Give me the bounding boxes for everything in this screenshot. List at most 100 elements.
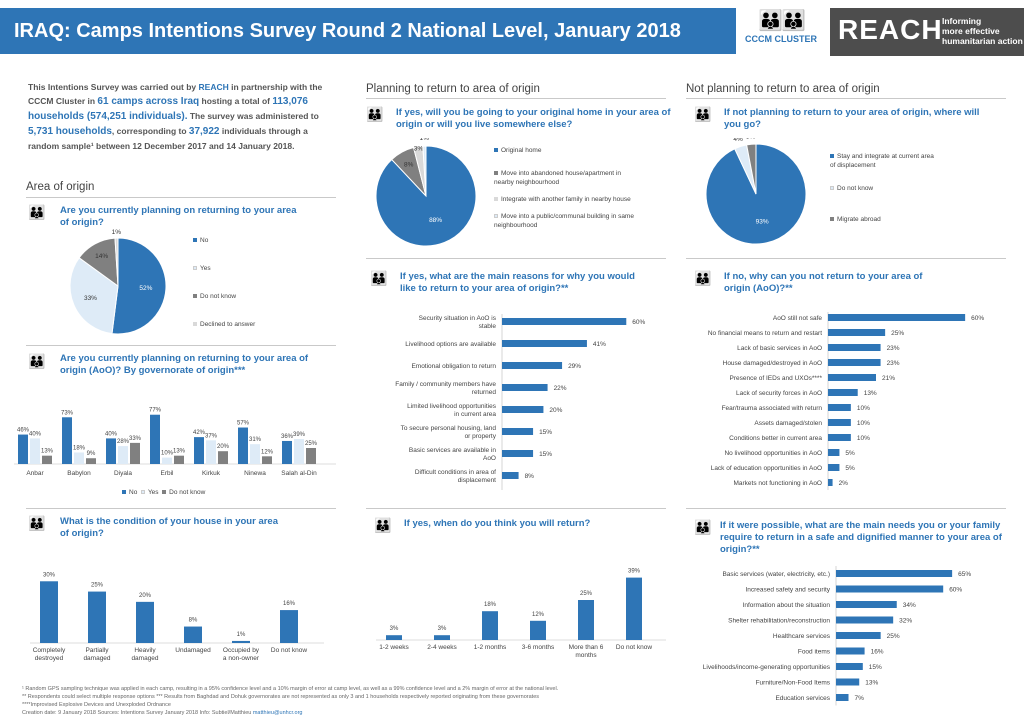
- legend-item: Integrate with another family in nearby …: [494, 195, 634, 204]
- tick-label: AoO still not safe: [773, 315, 823, 322]
- data-label: 8%: [189, 618, 198, 624]
- family-icon: 👪: [28, 353, 46, 369]
- question-governorate: Are you currently planning on returning …: [60, 353, 309, 376]
- bar: [280, 610, 298, 643]
- tick-label: 1-2 months: [474, 644, 507, 651]
- data-label: 15%: [869, 664, 882, 671]
- pie-chart-original-home: 88% 8% 3% 1%: [375, 138, 477, 247]
- tick-label: Completely destroyed: [33, 647, 66, 662]
- data-label: 12%: [532, 612, 545, 618]
- bar: [502, 472, 519, 479]
- tick-label: Food items: [798, 649, 831, 656]
- data-label: 14%: [95, 253, 108, 260]
- divider: [26, 508, 336, 509]
- bar: [828, 479, 833, 486]
- tick-label: 2-4 weeks: [427, 644, 457, 651]
- question-when-return: If yes, when do you think you will retur…: [404, 518, 591, 529]
- reach-tagline: Informing more effective humanitarian ac…: [942, 16, 1023, 46]
- tick-label: To secure personal housing, land or prope…: [401, 425, 497, 440]
- tagline-2: more effective: [942, 26, 1000, 36]
- bar-chart-reasons-return: 60% Security situation in AoO is stable 41%…: [395, 314, 646, 490]
- intro-sample-ind: 37,922: [188, 126, 220, 137]
- bar: [238, 427, 248, 464]
- pie-slice: [746, 143, 757, 195]
- data-label: 29%: [568, 363, 581, 370]
- data-label: 7%: [855, 695, 865, 702]
- bar: [828, 464, 840, 471]
- data-label: 60%: [971, 315, 984, 322]
- bar: [836, 678, 860, 686]
- bar: [836, 585, 944, 593]
- legend-item: No: [193, 236, 333, 245]
- data-label: 10%: [857, 405, 870, 412]
- tick-label: Basic services are available in AoO: [409, 447, 496, 462]
- data-label: 65%: [958, 571, 971, 578]
- family-icon: 👪: [28, 515, 46, 531]
- bar: [74, 452, 84, 464]
- bar: [828, 449, 840, 456]
- divider: [686, 98, 1006, 99]
- tick-label: Do not know: [616, 644, 652, 651]
- bar: [18, 434, 28, 464]
- tick-label: Fear/trauma associated with return: [722, 405, 823, 412]
- data-label: 41%: [593, 341, 606, 348]
- email-link[interactable]: matthieu@unhcr.org: [252, 710, 303, 716]
- cccm-logo: 👪👪 CCCM CLUSTER: [738, 8, 824, 58]
- pie-slice: [69, 257, 119, 335]
- footnote-line: ¹ Random GPS sampling technique was appl…: [22, 686, 559, 692]
- intro-p1: This Intentions Survey was carried out b…: [28, 82, 199, 92]
- tick-label: Presence of IEDs and UXOs****: [730, 375, 823, 382]
- data-label: 1%: [419, 138, 429, 142]
- pie-slice: [422, 145, 427, 197]
- data-label: 77%: [149, 408, 162, 414]
- data-label: 3%: [438, 626, 447, 632]
- bar: [502, 318, 627, 325]
- question-reasons-return: If yes, what are the main reasons for wh…: [400, 271, 635, 294]
- data-label: 37%: [205, 433, 218, 439]
- data-label: 13%: [865, 680, 878, 687]
- data-label: 60%: [632, 319, 645, 326]
- legend-planning-return: No Yes Do not know Declined to answer: [193, 236, 333, 329]
- intro-reach: REACH: [198, 82, 229, 92]
- bar: [828, 419, 851, 426]
- bar: [386, 635, 402, 640]
- legend-item: Do not know: [830, 184, 940, 193]
- data-label: 34%: [903, 602, 916, 609]
- tick-label: Limited livelihood opportunities in curre…: [407, 403, 497, 418]
- data-label: 33%: [84, 295, 97, 302]
- bar: [306, 448, 316, 464]
- bar-chart-needs: 65% Basic services (water, electricity, e…: [703, 566, 971, 706]
- divider: [366, 258, 666, 259]
- data-label: 12%: [261, 449, 274, 455]
- bar: [118, 446, 128, 464]
- legend-item: Move into a public/communal building in …: [494, 213, 634, 229]
- tick-label: House damaged/destroyed in AoO: [723, 360, 822, 367]
- bar: [828, 329, 886, 336]
- intro-p3: hosting a total of: [199, 96, 273, 106]
- tick-label: No livelihood opportunities in AoO: [724, 450, 822, 457]
- bar-chart-governorate: 46%40%13%Anbar73%18%9%Babylon40%28%33%Di…: [14, 408, 336, 477]
- tick-label: Livelihood options are available: [405, 341, 496, 348]
- tick-label: Markets not functioning in AoO: [733, 480, 822, 487]
- data-label: 31%: [249, 437, 262, 443]
- header: IRAQ: Camps Intentions Survey Round 2 Na…: [0, 0, 1024, 62]
- question-why-not: If no, why can you not return to your ar…: [724, 271, 923, 294]
- bar: [836, 663, 863, 670]
- section-planning: Planning to return to area of origin: [366, 83, 540, 95]
- family-icon: 👪: [374, 517, 392, 533]
- bar: [282, 440, 292, 464]
- legend-item: Original home: [494, 146, 634, 155]
- reach-logo: REACH Informing more effective humanitar…: [830, 8, 1024, 56]
- data-label: 10%: [857, 420, 870, 427]
- data-label: 33%: [129, 436, 142, 442]
- tick-label: Increased safety and security: [745, 587, 830, 594]
- tick-label: Lack of basic services in AoO: [737, 345, 822, 352]
- legend-governorate: No Yes Do not know: [122, 488, 262, 497]
- data-label: 18%: [73, 445, 86, 451]
- data-label: 18%: [484, 602, 497, 608]
- bar-chart-why-not-return: 60% AoO still not safe 25% No financial mea…: [708, 312, 984, 490]
- people-icon: 👪👪: [758, 10, 806, 32]
- data-label: 10%: [161, 451, 174, 457]
- bar: [62, 417, 72, 464]
- family-icon: 👪: [694, 106, 712, 122]
